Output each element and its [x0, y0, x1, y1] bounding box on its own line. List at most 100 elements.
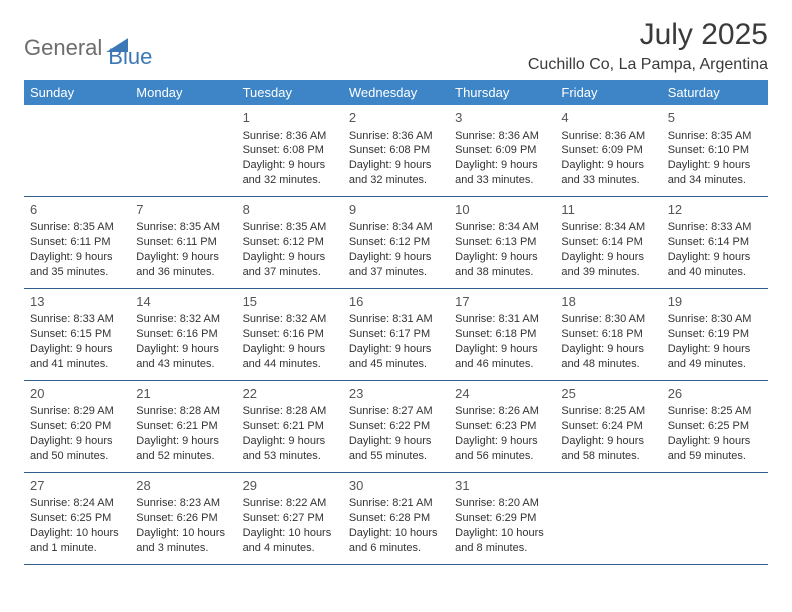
calendar-day-cell: 6Sunrise: 8:35 AMSunset: 6:11 PMDaylight…	[24, 196, 130, 288]
sunrise-line: Sunrise: 8:30 AM	[561, 312, 655, 327]
calendar-day-cell: 11Sunrise: 8:34 AMSunset: 6:14 PMDayligh…	[555, 196, 661, 288]
sunrise-line: Sunrise: 8:34 AM	[349, 220, 443, 235]
sunrise-line: Sunrise: 8:32 AM	[136, 312, 230, 327]
calendar-week-row: 6Sunrise: 8:35 AMSunset: 6:11 PMDaylight…	[24, 196, 768, 288]
calendar-empty-cell	[24, 105, 130, 196]
calendar-day-cell: 25Sunrise: 8:25 AMSunset: 6:24 PMDayligh…	[555, 380, 661, 472]
weekday-header: Saturday	[662, 80, 768, 105]
day-number: 2	[349, 109, 443, 127]
daylight-line: Daylight: 9 hours and 41 minutes.	[30, 342, 124, 372]
sunrise-line: Sunrise: 8:31 AM	[349, 312, 443, 327]
calendar-week-row: 27Sunrise: 8:24 AMSunset: 6:25 PMDayligh…	[24, 472, 768, 564]
daylight-line: Daylight: 9 hours and 37 minutes.	[243, 250, 337, 280]
weekday-header: Friday	[555, 80, 661, 105]
daylight-line: Daylight: 9 hours and 52 minutes.	[136, 434, 230, 464]
sunset-line: Sunset: 6:11 PM	[30, 235, 124, 250]
sunset-line: Sunset: 6:18 PM	[455, 327, 549, 342]
calendar-day-cell: 28Sunrise: 8:23 AMSunset: 6:26 PMDayligh…	[130, 472, 236, 564]
sunset-line: Sunset: 6:21 PM	[136, 419, 230, 434]
sunset-line: Sunset: 6:26 PM	[136, 511, 230, 526]
day-number: 26	[668, 385, 762, 403]
sunset-line: Sunset: 6:15 PM	[30, 327, 124, 342]
day-number: 14	[136, 293, 230, 311]
sunrise-line: Sunrise: 8:36 AM	[561, 129, 655, 144]
month-title: July 2025	[528, 18, 768, 52]
calendar-day-cell: 8Sunrise: 8:35 AMSunset: 6:12 PMDaylight…	[237, 196, 343, 288]
sunrise-line: Sunrise: 8:34 AM	[561, 220, 655, 235]
sunrise-line: Sunrise: 8:26 AM	[455, 404, 549, 419]
calendar-week-row: 13Sunrise: 8:33 AMSunset: 6:15 PMDayligh…	[24, 288, 768, 380]
day-number: 17	[455, 293, 549, 311]
sunrise-line: Sunrise: 8:33 AM	[668, 220, 762, 235]
sunrise-line: Sunrise: 8:25 AM	[561, 404, 655, 419]
calendar-day-cell: 5Sunrise: 8:35 AMSunset: 6:10 PMDaylight…	[662, 105, 768, 196]
day-number: 3	[455, 109, 549, 127]
daylight-line: Daylight: 9 hours and 43 minutes.	[136, 342, 230, 372]
day-number: 12	[668, 201, 762, 219]
sunrise-line: Sunrise: 8:31 AM	[455, 312, 549, 327]
sunset-line: Sunset: 6:25 PM	[30, 511, 124, 526]
weekday-header: Sunday	[24, 80, 130, 105]
daylight-line: Daylight: 9 hours and 59 minutes.	[668, 434, 762, 464]
calendar-day-cell: 24Sunrise: 8:26 AMSunset: 6:23 PMDayligh…	[449, 380, 555, 472]
calendar-day-cell: 13Sunrise: 8:33 AMSunset: 6:15 PMDayligh…	[24, 288, 130, 380]
sunset-line: Sunset: 6:09 PM	[455, 143, 549, 158]
sunset-line: Sunset: 6:28 PM	[349, 511, 443, 526]
sunrise-line: Sunrise: 8:20 AM	[455, 496, 549, 511]
weekday-header: Tuesday	[237, 80, 343, 105]
weekday-header-row: SundayMondayTuesdayWednesdayThursdayFrid…	[24, 80, 768, 105]
sunrise-line: Sunrise: 8:32 AM	[243, 312, 337, 327]
day-number: 22	[243, 385, 337, 403]
sunrise-line: Sunrise: 8:35 AM	[243, 220, 337, 235]
sunset-line: Sunset: 6:20 PM	[30, 419, 124, 434]
calendar-empty-cell	[555, 472, 661, 564]
day-number: 30	[349, 477, 443, 495]
daylight-line: Daylight: 10 hours and 8 minutes.	[455, 526, 549, 556]
logo: General Blue	[24, 26, 152, 70]
sunset-line: Sunset: 6:22 PM	[349, 419, 443, 434]
sunrise-line: Sunrise: 8:27 AM	[349, 404, 443, 419]
day-number: 24	[455, 385, 549, 403]
sunset-line: Sunset: 6:10 PM	[668, 143, 762, 158]
sunrise-line: Sunrise: 8:28 AM	[243, 404, 337, 419]
calendar-day-cell: 4Sunrise: 8:36 AMSunset: 6:09 PMDaylight…	[555, 105, 661, 196]
day-number: 7	[136, 201, 230, 219]
sunrise-line: Sunrise: 8:36 AM	[243, 129, 337, 144]
sunrise-line: Sunrise: 8:23 AM	[136, 496, 230, 511]
day-number: 19	[668, 293, 762, 311]
sunset-line: Sunset: 6:25 PM	[668, 419, 762, 434]
day-number: 29	[243, 477, 337, 495]
header: General Blue July 2025 Cuchillo Co, La P…	[24, 18, 768, 74]
calendar-day-cell: 23Sunrise: 8:27 AMSunset: 6:22 PMDayligh…	[343, 380, 449, 472]
sunrise-line: Sunrise: 8:36 AM	[349, 129, 443, 144]
sunset-line: Sunset: 6:29 PM	[455, 511, 549, 526]
calendar-day-cell: 30Sunrise: 8:21 AMSunset: 6:28 PMDayligh…	[343, 472, 449, 564]
day-number: 23	[349, 385, 443, 403]
daylight-line: Daylight: 10 hours and 4 minutes.	[243, 526, 337, 556]
calendar-day-cell: 27Sunrise: 8:24 AMSunset: 6:25 PMDayligh…	[24, 472, 130, 564]
day-number: 28	[136, 477, 230, 495]
title-block: July 2025 Cuchillo Co, La Pampa, Argenti…	[528, 18, 768, 74]
sunset-line: Sunset: 6:16 PM	[243, 327, 337, 342]
calendar-day-cell: 7Sunrise: 8:35 AMSunset: 6:11 PMDaylight…	[130, 196, 236, 288]
daylight-line: Daylight: 9 hours and 50 minutes.	[30, 434, 124, 464]
calendar-day-cell: 22Sunrise: 8:28 AMSunset: 6:21 PMDayligh…	[237, 380, 343, 472]
daylight-line: Daylight: 9 hours and 53 minutes.	[243, 434, 337, 464]
daylight-line: Daylight: 9 hours and 58 minutes.	[561, 434, 655, 464]
calendar-day-cell: 18Sunrise: 8:30 AMSunset: 6:18 PMDayligh…	[555, 288, 661, 380]
calendar-day-cell: 3Sunrise: 8:36 AMSunset: 6:09 PMDaylight…	[449, 105, 555, 196]
daylight-line: Daylight: 9 hours and 34 minutes.	[668, 158, 762, 188]
daylight-line: Daylight: 9 hours and 39 minutes.	[561, 250, 655, 280]
calendar-day-cell: 17Sunrise: 8:31 AMSunset: 6:18 PMDayligh…	[449, 288, 555, 380]
sunset-line: Sunset: 6:12 PM	[349, 235, 443, 250]
day-number: 11	[561, 201, 655, 219]
sunrise-line: Sunrise: 8:25 AM	[668, 404, 762, 419]
calendar-empty-cell	[662, 472, 768, 564]
day-number: 25	[561, 385, 655, 403]
sunrise-line: Sunrise: 8:35 AM	[30, 220, 124, 235]
sunset-line: Sunset: 6:11 PM	[136, 235, 230, 250]
calendar-empty-cell	[130, 105, 236, 196]
day-number: 18	[561, 293, 655, 311]
sunrise-line: Sunrise: 8:21 AM	[349, 496, 443, 511]
sunset-line: Sunset: 6:13 PM	[455, 235, 549, 250]
